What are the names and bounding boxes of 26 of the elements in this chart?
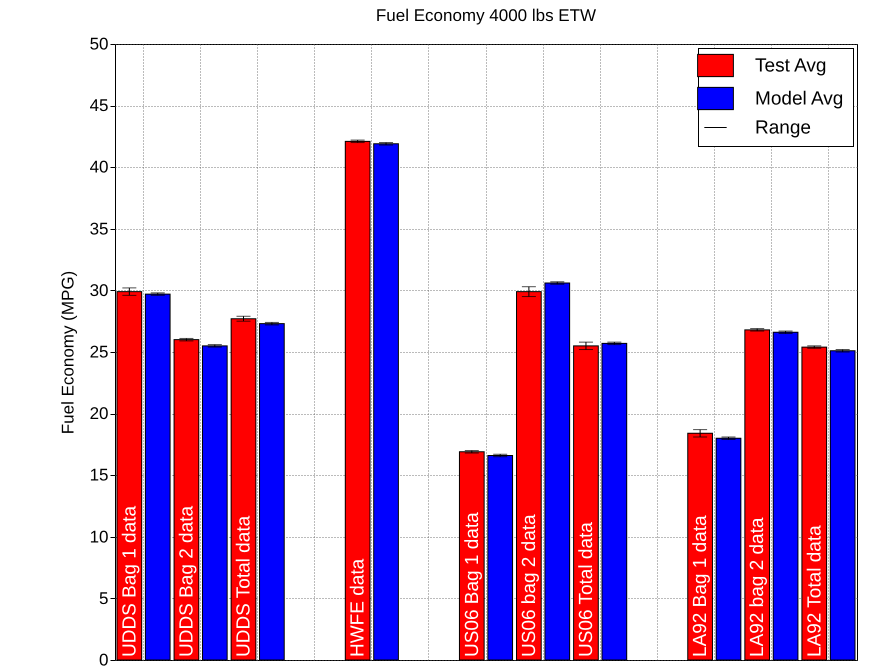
y-tick-label: 15 xyxy=(90,466,108,485)
y-tick-label: 30 xyxy=(90,280,108,300)
x-tick-label: LA92 bag 2 data xyxy=(747,517,768,657)
y-tick-label: 20 xyxy=(90,404,108,424)
legend-label: Model Avg xyxy=(755,88,844,110)
x-tick-label: LA92 Total data xyxy=(804,524,826,657)
y-tick-label: 45 xyxy=(90,96,108,116)
x-tick-label: US06 Bag 1 data xyxy=(462,512,483,657)
y-axis-title: Fuel Economy (MPG) xyxy=(58,270,78,434)
x-tick-label: UDDS Bag 1 data xyxy=(119,506,140,657)
x-tick-label: UDDS Bag 2 data xyxy=(176,506,198,657)
x-tick-label: US06 bag 2 data xyxy=(518,514,540,657)
y-tick-label: 40 xyxy=(90,158,108,177)
legend-label: Test Avg xyxy=(755,56,826,76)
y-tick-label: 25 xyxy=(90,342,108,362)
y-tick-label: 0 xyxy=(99,650,108,669)
x-tick-label: LA92 Bag 1 data xyxy=(690,515,712,657)
y-tick-label: 10 xyxy=(90,527,108,546)
y-tick-label: 5 xyxy=(99,588,108,608)
chart-title: Fuel Economy 4000 lbs ETW xyxy=(376,6,596,25)
x-tick-label: UDDS Total data xyxy=(233,515,254,657)
x-tick-label: US06 Total data xyxy=(576,522,597,657)
x-tick-label: HWFE data xyxy=(348,558,369,657)
y-tick-label: 50 xyxy=(90,34,108,54)
y-tick-label: 35 xyxy=(90,219,108,238)
legend-label: Range xyxy=(755,118,811,138)
